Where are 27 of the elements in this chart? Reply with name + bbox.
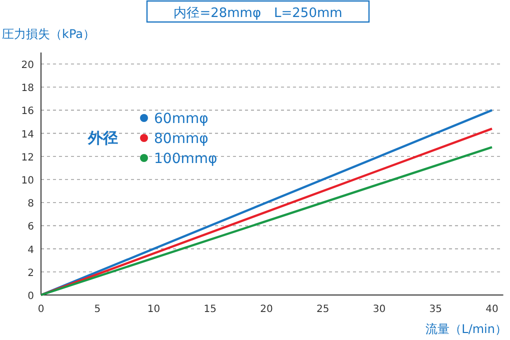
x-tick-label: 40 — [486, 304, 498, 315]
y-tick-label: 2 — [28, 268, 34, 279]
x-tick-label: 10 — [147, 304, 160, 315]
y-tick-label: 8 — [28, 198, 34, 210]
x-tick-label: 25 — [316, 304, 330, 315]
y-tick-label: 12 — [21, 152, 34, 164]
y-tick-label: 20 — [21, 60, 34, 71]
x-tick-label: 20 — [260, 304, 273, 315]
y-tick-label: 10 — [21, 176, 34, 186]
y-tick-label: 14 — [21, 129, 34, 140]
y-tick-label: 0 — [28, 291, 34, 302]
y-tick-label: 6 — [28, 222, 34, 233]
legend-label: 80mmφ — [154, 131, 208, 147]
legend-label: 100mmφ — [154, 151, 218, 167]
x-tick-label: 5 — [94, 304, 101, 315]
legend-label: 60mmφ — [154, 111, 208, 127]
chart-title: 内径=28mmφ L=250mm — [174, 6, 342, 21]
y-tick-label: 16 — [21, 106, 34, 118]
x-tick-label: 15 — [204, 304, 216, 315]
x-tick-label: 35 — [429, 304, 442, 315]
x-tick-label: 0 — [38, 304, 44, 315]
y-tick-label: 4 — [28, 244, 34, 256]
legend-title: 外径 — [87, 129, 118, 147]
y-tick-label: 18 — [21, 83, 34, 94]
x-tick-label: 30 — [372, 304, 386, 315]
y-axis-title: 圧力損失（kPa） — [2, 27, 95, 41]
x-axis-title: 流量（L/min） — [426, 322, 507, 336]
